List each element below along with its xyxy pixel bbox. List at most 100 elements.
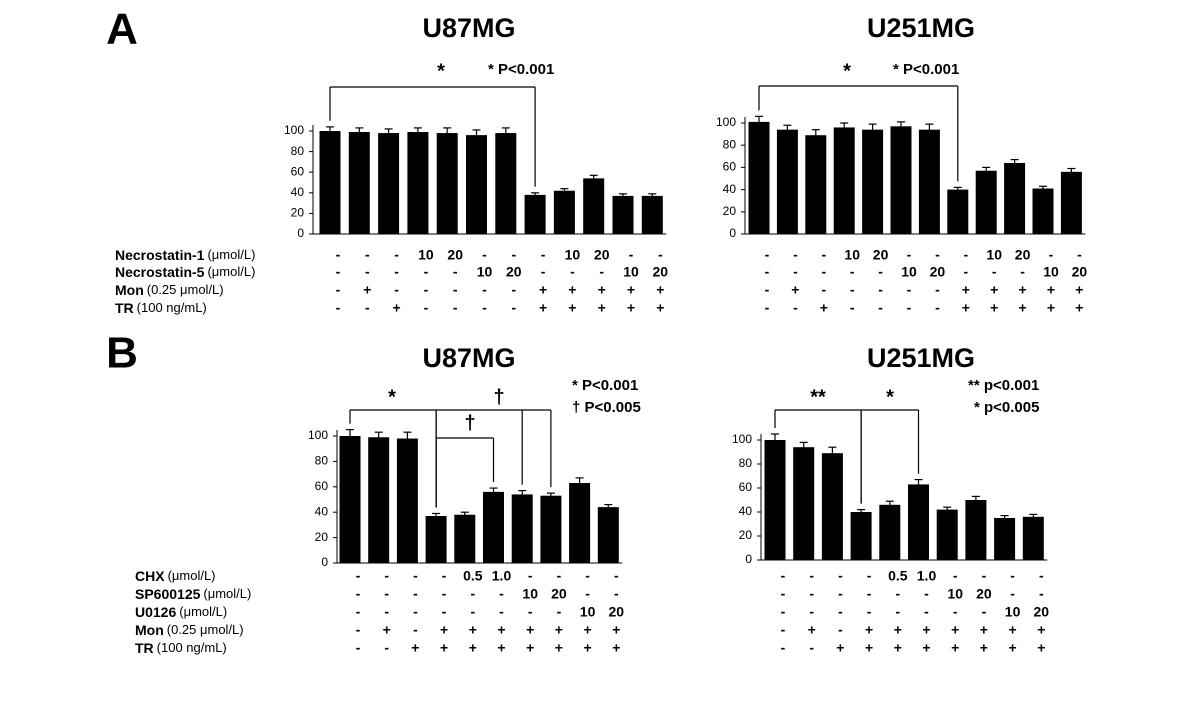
condition-value: - bbox=[935, 247, 940, 263]
condition-value: - bbox=[557, 568, 562, 584]
significance-note: † P<0.005 bbox=[572, 399, 641, 416]
y-tick-label: 80 bbox=[291, 144, 305, 158]
condition-value: - bbox=[585, 568, 590, 584]
condition-value: + bbox=[1009, 640, 1017, 656]
condition-value: - bbox=[599, 264, 604, 280]
condition-value: + bbox=[951, 640, 959, 656]
error-bar bbox=[413, 127, 422, 137]
condition-value: - bbox=[570, 264, 575, 280]
error-bar bbox=[403, 431, 412, 445]
condition-value: + bbox=[922, 622, 930, 638]
condition-value: - bbox=[1020, 264, 1025, 280]
condition-name: Mon bbox=[135, 622, 164, 638]
condition-value: - bbox=[482, 247, 487, 263]
condition-value: - bbox=[895, 604, 900, 620]
bar bbox=[947, 189, 969, 234]
bar bbox=[436, 133, 458, 234]
error-bar bbox=[443, 127, 452, 139]
condition-value: - bbox=[499, 586, 504, 602]
condition-value: 20 bbox=[551, 586, 567, 602]
condition-value: - bbox=[867, 604, 872, 620]
panel-label: A bbox=[106, 5, 138, 54]
condition-value: - bbox=[442, 568, 447, 584]
condition-value: - bbox=[821, 264, 826, 280]
condition-value: 10 bbox=[418, 247, 434, 263]
condition-value: - bbox=[499, 604, 504, 620]
condition-value: - bbox=[793, 264, 798, 280]
condition-value: - bbox=[453, 300, 458, 316]
condition-value: - bbox=[356, 604, 361, 620]
bar bbox=[1060, 171, 1082, 234]
condition-value: - bbox=[528, 568, 533, 584]
condition-value: + bbox=[598, 282, 606, 298]
condition-value: 20 bbox=[873, 247, 889, 263]
condition-label: Mon (0.25 μmol/L) bbox=[135, 622, 244, 638]
panel-label: B bbox=[106, 329, 138, 378]
condition-value: - bbox=[821, 247, 826, 263]
condition-value: + bbox=[894, 622, 902, 638]
y-tick-label: 20 bbox=[291, 206, 305, 220]
error-bar bbox=[840, 122, 849, 132]
condition-value: + bbox=[497, 622, 505, 638]
condition-label: TR (100 ng/mL) bbox=[115, 300, 207, 316]
condition-value: + bbox=[1037, 640, 1045, 656]
condition-value: - bbox=[413, 622, 418, 638]
bar bbox=[821, 453, 843, 560]
error-bar bbox=[925, 123, 934, 136]
condition-value: - bbox=[424, 264, 429, 280]
bar bbox=[776, 129, 798, 234]
condition-value: - bbox=[765, 264, 770, 280]
condition-value: + bbox=[539, 300, 547, 316]
significance-note: * P<0.001 bbox=[572, 377, 638, 394]
condition-value: - bbox=[850, 282, 855, 298]
condition-value: - bbox=[1010, 568, 1015, 584]
condition-value: + bbox=[598, 300, 606, 316]
condition-value: - bbox=[867, 586, 872, 602]
error-bar bbox=[604, 503, 613, 510]
condition-value: + bbox=[1019, 300, 1027, 316]
bar bbox=[994, 518, 1016, 560]
bar bbox=[1004, 162, 1026, 234]
condition-value: + bbox=[808, 622, 816, 638]
condition-value: - bbox=[838, 604, 843, 620]
error-bar bbox=[783, 124, 792, 135]
y-tick-label: 60 bbox=[723, 160, 737, 174]
condition-value: 10 bbox=[477, 264, 493, 280]
condition-value: 10 bbox=[565, 247, 581, 263]
bar bbox=[466, 135, 487, 234]
significance-note: * P<0.001 bbox=[893, 61, 959, 78]
condition-value: - bbox=[658, 247, 663, 263]
condition-value: 20 bbox=[1015, 247, 1031, 263]
bar bbox=[936, 509, 958, 560]
y-tick-label: 0 bbox=[745, 552, 752, 566]
condition-value: 10 bbox=[580, 604, 596, 620]
condition-value: 0.5 bbox=[463, 568, 483, 584]
condition-value: + bbox=[656, 300, 664, 316]
condition-value: - bbox=[614, 568, 619, 584]
condition-value: - bbox=[557, 604, 562, 620]
error-bar bbox=[1039, 185, 1047, 191]
error-bar bbox=[811, 129, 820, 141]
error-bar bbox=[914, 479, 923, 490]
condition-value: - bbox=[1077, 247, 1082, 263]
condition-value: - bbox=[482, 282, 487, 298]
condition-value: - bbox=[765, 300, 770, 316]
bar bbox=[396, 438, 418, 563]
significance-mark: * bbox=[843, 60, 851, 82]
condition-value: + bbox=[440, 622, 448, 638]
y-tick-label: 100 bbox=[732, 432, 752, 446]
y-tick-label: 0 bbox=[297, 226, 304, 240]
error-bar bbox=[472, 129, 481, 141]
y-tick-label: 60 bbox=[739, 480, 753, 494]
condition-value: + bbox=[1075, 300, 1083, 316]
condition-value: - bbox=[413, 568, 418, 584]
condition-value: - bbox=[765, 247, 770, 263]
condition-unit: (μmol/L) bbox=[179, 604, 227, 619]
condition-name: SP600125 bbox=[135, 586, 201, 602]
condition-name: TR bbox=[115, 300, 134, 316]
condition-value: 20 bbox=[1034, 604, 1050, 620]
y-tick-label: 40 bbox=[315, 504, 329, 518]
error-bar bbox=[575, 477, 584, 489]
error-bar bbox=[1067, 167, 1076, 176]
bar bbox=[1022, 516, 1044, 560]
